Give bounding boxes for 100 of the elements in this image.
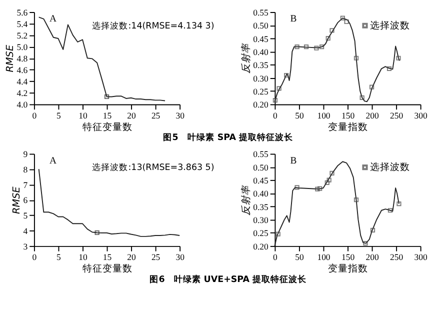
y-tick-label: 5.2 [16,30,28,40]
x-tick-label: 200 [366,110,380,120]
x-tick-label: 250 [390,110,404,120]
legend-label: 选择波数 [370,161,410,174]
y-tick-label: 0.45 [253,175,270,186]
point [360,95,364,100]
y-tick-label: 5.0 [16,42,28,52]
y-tick-label: 0.55 [253,7,270,18]
x-tick-label: 250 [390,252,404,262]
y-axis-title: RMSE [11,186,22,214]
x-tick-label: 15 [102,110,112,120]
point [330,28,334,33]
point [315,186,320,192]
x-tick-label: 50 [295,252,304,262]
point [386,66,392,71]
y-tick-label: 0.50 [253,20,270,31]
x-tick-label: 30 [176,252,186,262]
point [344,19,349,24]
x-tick-label: 0 [273,252,278,262]
point [369,84,374,90]
y-tick-label: 0.25 [253,228,270,238]
annotation: A [50,155,57,166]
y-axis-title: 反射率 [240,184,252,216]
y-tick-label: 4.0 [16,100,28,110]
x-tick-label: 300 [414,110,428,120]
x-tick-label: 30 [176,110,186,120]
y-tick-label: 0.35 [253,60,270,70]
x-tick-label: 25 [151,110,161,120]
x-axis-title: 特征变量数 [82,120,132,133]
y-tick-label: 5.6 [16,7,28,18]
x-tick-label: 100 [317,252,331,262]
point [276,86,282,91]
x-tick-label: 5 [56,110,62,120]
point [354,198,359,202]
x-tick-label: 0 [32,110,38,120]
x-tick-label: 10 [78,110,88,120]
x-tick-label: 20 [127,252,137,262]
caption: 图6 叶绿素 UVE+SPA 提取特征波长 [150,274,308,285]
y-tick-label: 0.25 [253,86,270,96]
point [396,201,402,206]
annotation: 选择波数:13(RMSE=3.863 5) [92,162,214,174]
legend-label: 选择波数 [370,20,410,32]
point [318,186,322,191]
y-tick-label: 0.55 [253,149,270,160]
y-tick-label: 0.45 [253,34,270,44]
x-tick-label: 20 [127,110,137,120]
point [304,44,309,50]
y-tick-label: 6 [23,195,28,206]
y-tick-label: 0.20 [253,100,270,110]
point [294,185,300,190]
y-tick-label: 4.4 [16,76,28,87]
y-tick-label: 0.30 [253,73,270,84]
y-tick-label: 0.40 [253,188,270,199]
y-tick-label: 4 [23,226,28,236]
x-axis-title: 变量指数 [328,262,368,275]
y-tick-label: 0.50 [253,162,270,172]
y-tick-label: 9 [23,149,28,160]
y-tick-label: 0.40 [253,46,270,57]
x-tick-label: 25 [151,252,161,262]
x-tick-label: 100 [317,110,331,120]
y-axis-title: 反射率 [240,42,252,74]
y-tick-label: 4.6 [16,65,28,76]
x-axis-title: 变量指数 [328,120,368,133]
y-tick-label: 0.35 [253,202,270,212]
point [340,16,345,20]
point [324,180,330,186]
point [388,208,393,213]
point [319,44,324,50]
x-tick-label: 0 [273,110,278,120]
x-tick-label: 200 [366,252,380,262]
point [354,56,359,60]
x-tick-label: 5 [56,252,62,262]
x-tick-label: 50 [295,110,304,120]
point [326,36,330,41]
x-tick-label: 150 [341,110,356,120]
point [363,241,368,246]
annotation: B [290,155,297,166]
x-axis-title: 特征变量数 [82,262,132,275]
annotation: 选择波数:14(RMSE=4.134 3) [92,20,214,32]
annotation: A [50,14,57,25]
y-tick-label: 7 [23,180,28,190]
y-axis-title: RMSE [4,44,16,72]
point [294,44,300,50]
y-tick-label: 4.8 [16,54,28,64]
point [370,228,376,232]
point [326,178,332,182]
x-tick-label: 10 [78,252,88,262]
point [276,232,280,236]
annotation: B [290,14,297,25]
point [330,170,334,176]
y-tick-label: 8 [23,164,28,175]
point [272,98,278,103]
y-tick-label: 0.30 [253,215,270,226]
x-tick-label: 0 [32,252,38,262]
x-tick-label: 15 [102,252,112,262]
y-tick-label: 5 [23,210,28,221]
x-tick-label: 300 [414,252,428,262]
caption: 图5 叶绿素 SPA 提取特征波长 [163,132,294,144]
point [314,46,319,50]
y-tick-label: 0.20 [253,241,270,252]
